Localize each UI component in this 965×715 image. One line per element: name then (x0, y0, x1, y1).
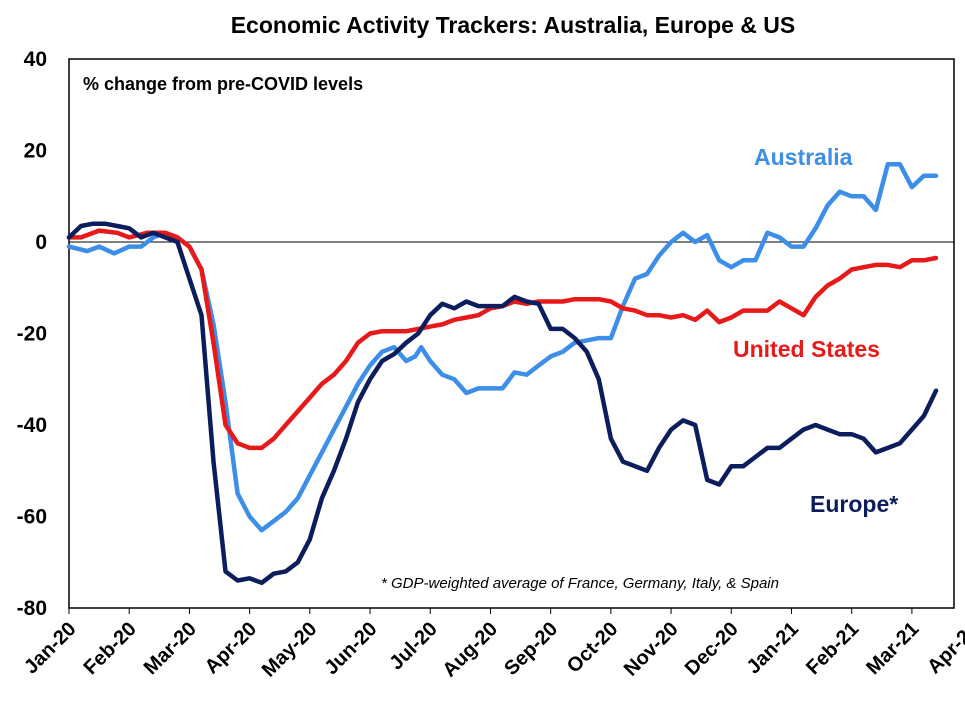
chart-title: Economic Activity Trackers: Australia, E… (231, 12, 796, 38)
x-tick-label: Jun-20 (320, 618, 381, 679)
series-lines (66, 161, 939, 586)
x-tick-label: Feb-20 (80, 618, 141, 679)
x-tick-label: Jan-20 (20, 618, 80, 678)
label-australia: Australia (754, 144, 853, 170)
series-line-australia (66, 161, 939, 533)
chart-subtitle: % change from pre-COVID levels (83, 74, 363, 94)
label-europe: Europe* (810, 491, 898, 517)
chart-footnote: * GDP-weighted average of France, German… (381, 575, 779, 592)
series-line-europe (66, 221, 939, 586)
x-tick-label: Mar-21 (862, 618, 923, 679)
x-tick-label: Dec-20 (681, 618, 743, 680)
y-tick-label: 40 (24, 48, 47, 71)
y-tick-label: 0 (35, 231, 47, 254)
label-united-states: United States (733, 336, 880, 362)
y-tick-label: -40 (17, 414, 47, 437)
y-tick-label: 20 (24, 140, 47, 163)
x-tick-label: Mar-20 (140, 618, 201, 679)
series-line-united-states (66, 228, 939, 451)
x-tick-label: Oct-20 (563, 618, 623, 678)
plot-area-frame (68, 58, 955, 609)
x-tick-label: Feb-21 (802, 618, 863, 679)
x-tick-label: Apr-21 (923, 618, 965, 678)
y-axis: 40 20 0 -20 -40 -60 -80 (17, 48, 47, 620)
x-tick-label: Apr-20 (201, 618, 261, 678)
x-tick-label: Jul-20 (385, 618, 441, 674)
x-tick-label: Jan-21 (743, 618, 803, 678)
x-tick-label: Sep-20 (500, 618, 562, 680)
y-tick-label: -20 (17, 323, 47, 346)
x-tick-label: Nov-20 (620, 618, 683, 681)
x-tick-label: Aug-20 (438, 618, 501, 681)
x-tick-label: May-20 (258, 618, 322, 682)
y-tick-label: -80 (17, 597, 47, 620)
y-tick-label: -60 (17, 506, 47, 529)
